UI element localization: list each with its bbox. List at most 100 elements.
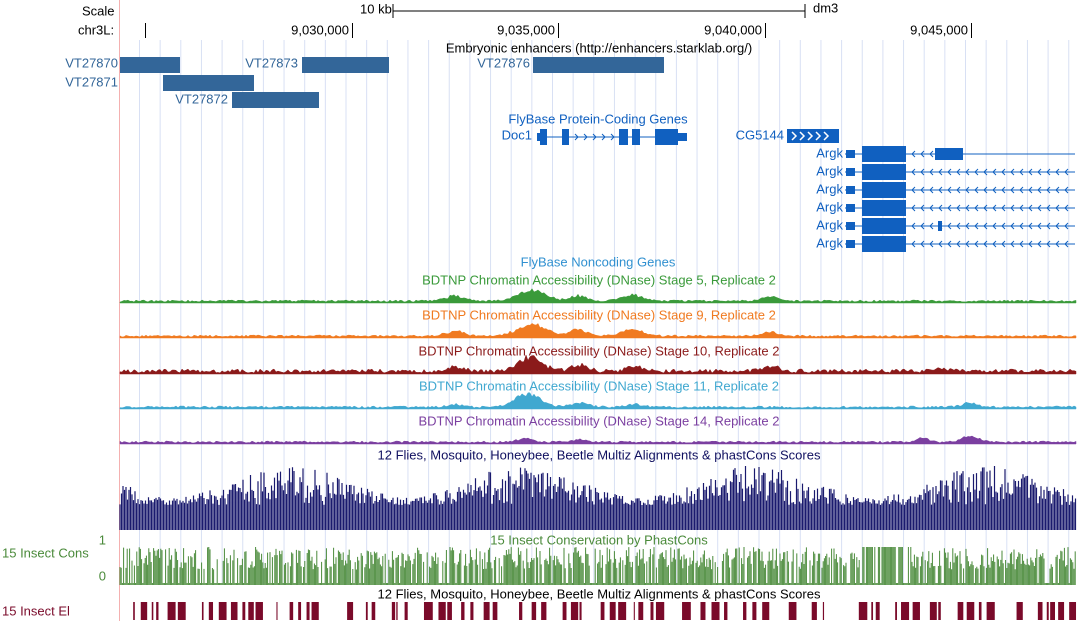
strand-arrow bbox=[1055, 240, 1060, 248]
strand-arrow bbox=[947, 186, 952, 194]
element bbox=[248, 602, 254, 620]
strand-arrow bbox=[956, 222, 961, 230]
exon bbox=[846, 222, 855, 230]
strand-arrow bbox=[911, 186, 916, 194]
enhancer bbox=[533, 57, 664, 73]
element bbox=[461, 602, 465, 620]
strand-arrow bbox=[920, 204, 925, 212]
element bbox=[438, 602, 446, 620]
element bbox=[1058, 602, 1065, 620]
conservation-bars bbox=[119, 547, 1076, 585]
enhancer-label: VT27872 bbox=[175, 91, 228, 106]
strand-arrow bbox=[938, 240, 943, 248]
strand-arrow bbox=[601, 133, 606, 141]
strand-arrow bbox=[1019, 186, 1024, 194]
track-title: 15 Insect Conservation by PhastCons bbox=[490, 532, 708, 547]
exon bbox=[938, 221, 942, 231]
strand-arrow bbox=[956, 186, 961, 194]
element bbox=[447, 602, 452, 620]
strand-arrow bbox=[791, 131, 798, 141]
assembly: dm3 bbox=[813, 0, 838, 15]
scale-label: Scale bbox=[82, 3, 115, 18]
strand-arrow bbox=[911, 150, 916, 158]
strand-arrow bbox=[1055, 186, 1060, 194]
element bbox=[531, 602, 537, 620]
element bbox=[347, 602, 354, 620]
track-title: FlyBase Protein-Coding Genes bbox=[508, 111, 688, 126]
strand-arrow bbox=[1046, 168, 1051, 176]
strand-arrow bbox=[1001, 222, 1006, 230]
element bbox=[311, 602, 319, 620]
strand-arrow bbox=[1019, 168, 1024, 176]
strand-arrow bbox=[823, 131, 830, 141]
strand-arrow bbox=[920, 150, 925, 158]
strand-arrow bbox=[938, 204, 943, 212]
strand-arrow bbox=[1028, 222, 1033, 230]
exon bbox=[632, 129, 640, 145]
enhancer bbox=[120, 57, 180, 73]
element bbox=[423, 602, 433, 620]
element bbox=[1016, 602, 1023, 620]
strand-arrow bbox=[929, 222, 934, 230]
signal bbox=[119, 392, 1077, 410]
strand-arrow bbox=[1037, 168, 1042, 176]
strand-arrow bbox=[920, 240, 925, 248]
element bbox=[492, 602, 498, 620]
strand-arrow bbox=[1064, 168, 1069, 176]
alignment-bars bbox=[119, 466, 1077, 530]
element bbox=[133, 602, 135, 620]
gene-label: Argk bbox=[816, 199, 843, 214]
strand-arrow bbox=[911, 240, 916, 248]
strand-arrow bbox=[965, 204, 970, 212]
strand-arrow bbox=[992, 204, 997, 212]
enhancer bbox=[163, 75, 254, 91]
strand-arrow bbox=[1055, 168, 1060, 176]
exon bbox=[537, 133, 540, 141]
strand-arrow bbox=[815, 131, 822, 141]
element bbox=[1050, 602, 1055, 620]
element bbox=[871, 602, 874, 620]
strand-arrow bbox=[974, 222, 979, 230]
strand-arrow bbox=[1064, 204, 1069, 212]
track-title: BDTNP Chromatin Accessibility (DNase) St… bbox=[418, 343, 779, 358]
exon bbox=[862, 164, 906, 180]
strand-arrow bbox=[911, 204, 916, 212]
element bbox=[762, 602, 770, 620]
strand-arrow bbox=[920, 168, 925, 176]
element bbox=[858, 602, 868, 620]
strand-arrow bbox=[1037, 240, 1042, 248]
gene-label: Argk bbox=[816, 235, 843, 250]
strand-arrow bbox=[965, 186, 970, 194]
element bbox=[140, 602, 148, 620]
strand-arrow bbox=[799, 131, 806, 141]
strand-arrow bbox=[992, 240, 997, 248]
strand-arrow bbox=[1028, 168, 1033, 176]
element bbox=[700, 602, 706, 620]
element bbox=[570, 602, 579, 620]
strand-arrow bbox=[1019, 222, 1024, 230]
exon bbox=[846, 240, 855, 248]
strand-arrow bbox=[1037, 186, 1042, 194]
strand-arrow bbox=[992, 186, 997, 194]
gene-label: Argk bbox=[816, 145, 843, 160]
strand-arrow bbox=[965, 168, 970, 176]
strand-arrow bbox=[920, 186, 925, 194]
strand-arrow bbox=[1046, 240, 1051, 248]
element bbox=[1069, 602, 1077, 620]
strand-arrow bbox=[1037, 222, 1042, 230]
element bbox=[371, 602, 376, 620]
strand-arrow bbox=[1001, 168, 1006, 176]
strand-arrow bbox=[947, 168, 952, 176]
gene-track: Doc1 CG5144 Argk Argk Argk Argk Argk Argk bbox=[502, 127, 1075, 252]
strand-arrow bbox=[965, 240, 970, 248]
element bbox=[306, 602, 310, 620]
exon bbox=[678, 133, 687, 141]
element bbox=[276, 602, 278, 620]
element bbox=[957, 602, 964, 620]
strand-arrow bbox=[983, 168, 988, 176]
side-label: 15 Insect El bbox=[2, 603, 70, 618]
coord-label: 9,045,000 bbox=[910, 22, 968, 37]
track-title: BDTNP Chromatin Accessibility (DNase) St… bbox=[422, 272, 776, 287]
enhancer bbox=[232, 92, 319, 108]
